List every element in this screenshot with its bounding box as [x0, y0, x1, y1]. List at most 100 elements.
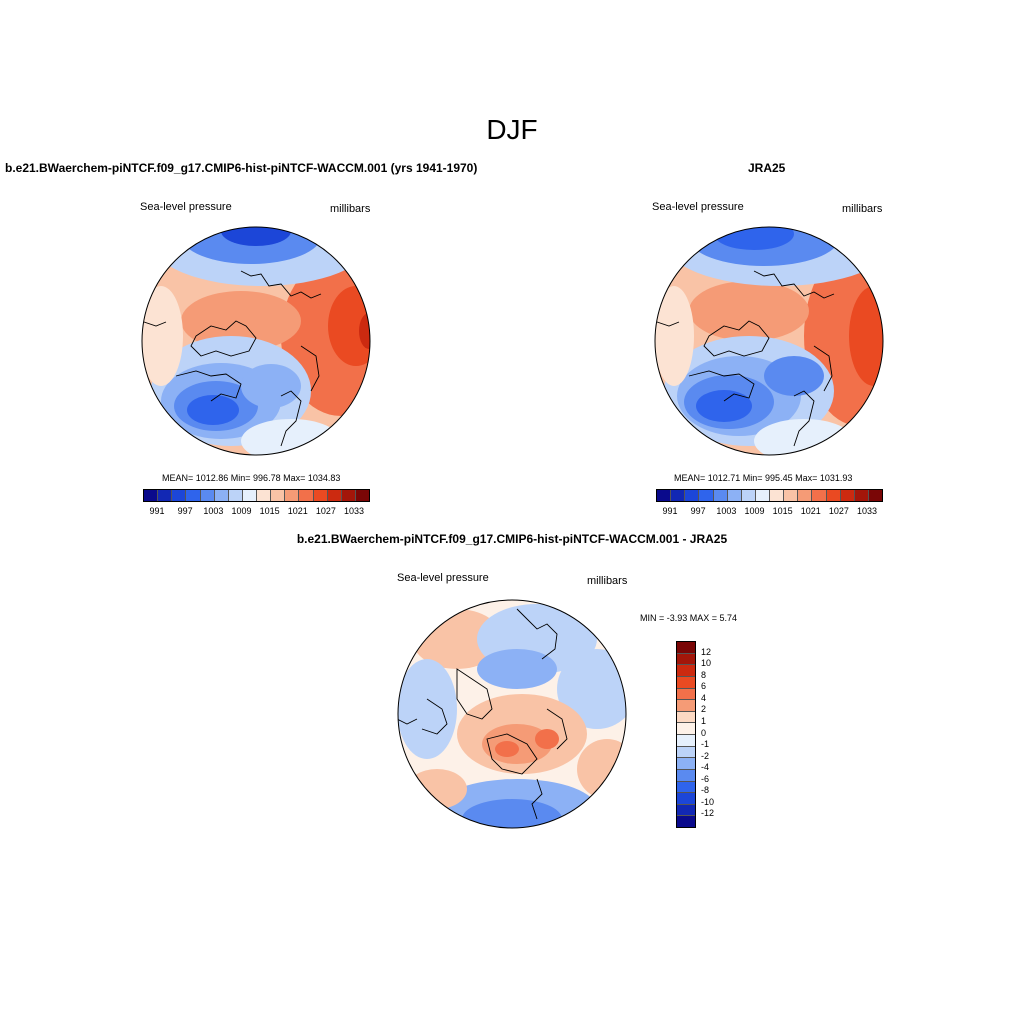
- colorbar-tick-label: -12: [701, 808, 715, 819]
- colorbar-tick-label: 1009: [744, 506, 765, 516]
- panel-1-stats: MEAN= 1012.86 Min= 996.78 Max= 1034.83: [162, 473, 341, 483]
- colorbar-tick-label: 1033: [856, 506, 877, 516]
- colorbar-tick-label: 10: [701, 658, 712, 669]
- panel-2-variable-label: Sea-level pressure: [652, 201, 744, 213]
- colorbar-tick-label: 1009: [231, 506, 252, 516]
- colorbar-swatch: [741, 490, 756, 501]
- panel-3-polar-map: [397, 599, 627, 829]
- colorbar-tick-label: 8: [701, 669, 707, 680]
- colorbar-swatch: [840, 490, 855, 501]
- panel-2-units-label: millibars: [842, 203, 883, 215]
- colorbar-swatch: [699, 490, 714, 501]
- colorbar-swatch: [158, 490, 173, 501]
- colorbar-swatch: [727, 490, 742, 501]
- colorbar-tick-label: 1027: [315, 506, 336, 516]
- colorbar-swatch: [299, 490, 314, 501]
- panel-3-stats: MIN = -3.93 MAX = 5.74: [640, 613, 738, 623]
- colorbar-tick-label: -1: [701, 739, 710, 750]
- colorbar-swatch: [713, 490, 728, 501]
- colorbar-swatch: [242, 490, 257, 501]
- colorbar-swatch: [677, 700, 695, 712]
- colorbar-tick-label: 12: [701, 646, 712, 657]
- colorbar-tick-label: 1015: [259, 506, 280, 516]
- colorbar-swatch: [798, 490, 813, 501]
- colorbar-tick-label: 997: [177, 506, 193, 516]
- colorbar-swatch: [677, 746, 695, 759]
- colorbar-swatch: [826, 490, 841, 501]
- colorbar-tick-label: 991: [662, 506, 678, 516]
- colorbar-swatch: [854, 490, 869, 501]
- colorbar-swatch: [228, 490, 243, 501]
- colorbar-swatch: [685, 490, 700, 501]
- colorbar-swatch: [677, 711, 695, 724]
- colorbar-tick-label: 2: [701, 704, 707, 715]
- colorbar-swatch: [677, 781, 695, 794]
- colorbar-swatch: [355, 490, 369, 501]
- panel-2-colorbar: [656, 489, 883, 502]
- colorbar-swatch: [677, 688, 695, 701]
- colorbar-swatch: [271, 490, 286, 501]
- panel-3-colorbar-ticks: 12 10 8 6 4 2 1 0 -1 -2 -4 -6 -8 -10 -12: [701, 641, 731, 826]
- colorbar-tick-label: -2: [701, 750, 710, 761]
- colorbar-swatch: [677, 769, 695, 782]
- colorbar-swatch: [214, 490, 229, 501]
- colorbar-swatch: [144, 490, 159, 501]
- panel-2-stats: MEAN= 1012.71 Min= 995.45 Max= 1031.93: [674, 473, 853, 483]
- colorbar-tick-label: 1033: [343, 506, 364, 516]
- colorbar-swatch: [677, 804, 695, 817]
- colorbar-tick-label: -8: [701, 785, 710, 796]
- colorbar-swatch: [677, 735, 695, 747]
- colorbar-tick-label: 997: [690, 506, 706, 516]
- colorbar-swatch: [677, 642, 695, 654]
- colorbar-tick-label: -4: [701, 762, 710, 773]
- colorbar-swatch: [671, 490, 686, 501]
- colorbar-swatch: [313, 490, 328, 501]
- colorbar-swatch: [657, 490, 672, 501]
- panel-1-colorbar-ticks: 991 997 1003 1009 1015 1021 1027 1033: [143, 506, 368, 518]
- colorbar-swatch: [327, 490, 342, 501]
- colorbar-swatch: [784, 490, 799, 501]
- panel-2-polar-map: [654, 226, 884, 456]
- panel-3-colorbar: [676, 641, 696, 828]
- colorbar-swatch: [677, 723, 695, 735]
- colorbar-tick-label: 991: [149, 506, 165, 516]
- colorbar-swatch: [341, 490, 356, 501]
- colorbar-swatch: [186, 490, 201, 501]
- colorbar-tick-label: 1: [701, 715, 707, 726]
- colorbar-tick-label: 0: [701, 727, 707, 738]
- panel-3-variable-label: Sea-level pressure: [397, 572, 489, 584]
- panel-1-colorbar: [143, 489, 370, 502]
- panel-3-title: b.e21.BWaerchem-piNTCF.f09_g17.CMIP6-his…: [296, 532, 728, 546]
- panel-1-polar-map: [141, 226, 371, 456]
- panel-1-variable-label: Sea-level pressure: [140, 201, 232, 213]
- panel-2-title: JRA25: [748, 161, 786, 175]
- colorbar-tick-label: 1021: [287, 506, 308, 516]
- panel-1-units-label: millibars: [330, 203, 371, 215]
- colorbar-swatch: [677, 793, 695, 805]
- colorbar-tick-label: 1027: [828, 506, 849, 516]
- colorbar-swatch: [677, 676, 695, 689]
- panel-3-units-label: millibars: [587, 575, 628, 587]
- colorbar-swatch: [172, 490, 187, 501]
- season-title: DJF: [486, 114, 538, 145]
- colorbar-tick-label: -6: [701, 773, 710, 784]
- colorbar-swatch: [755, 490, 770, 501]
- colorbar-tick-label: -10: [701, 796, 715, 807]
- colorbar-swatch: [770, 490, 785, 501]
- colorbar-swatch: [200, 490, 215, 501]
- colorbar-swatch: [285, 490, 300, 501]
- colorbar-tick-label: 1003: [716, 506, 737, 516]
- panel-2-colorbar-ticks: 991 997 1003 1009 1015 1021 1027 1033: [656, 506, 881, 518]
- colorbar-swatch: [677, 758, 695, 770]
- colorbar-swatch: [677, 816, 695, 827]
- colorbar-swatch: [677, 665, 695, 677]
- colorbar-swatch: [812, 490, 827, 501]
- colorbar-swatch: [677, 653, 695, 666]
- colorbar-tick-label: 1003: [203, 506, 224, 516]
- colorbar-swatch: [257, 490, 272, 501]
- colorbar-tick-label: 6: [701, 681, 707, 692]
- colorbar-tick-label: 1021: [800, 506, 821, 516]
- colorbar-tick-label: 4: [701, 692, 707, 703]
- colorbar-tick-label: 1015: [772, 506, 793, 516]
- panel-1-title: b.e21.BWaerchem-piNTCF.f09_g17.CMIP6-his…: [5, 161, 478, 175]
